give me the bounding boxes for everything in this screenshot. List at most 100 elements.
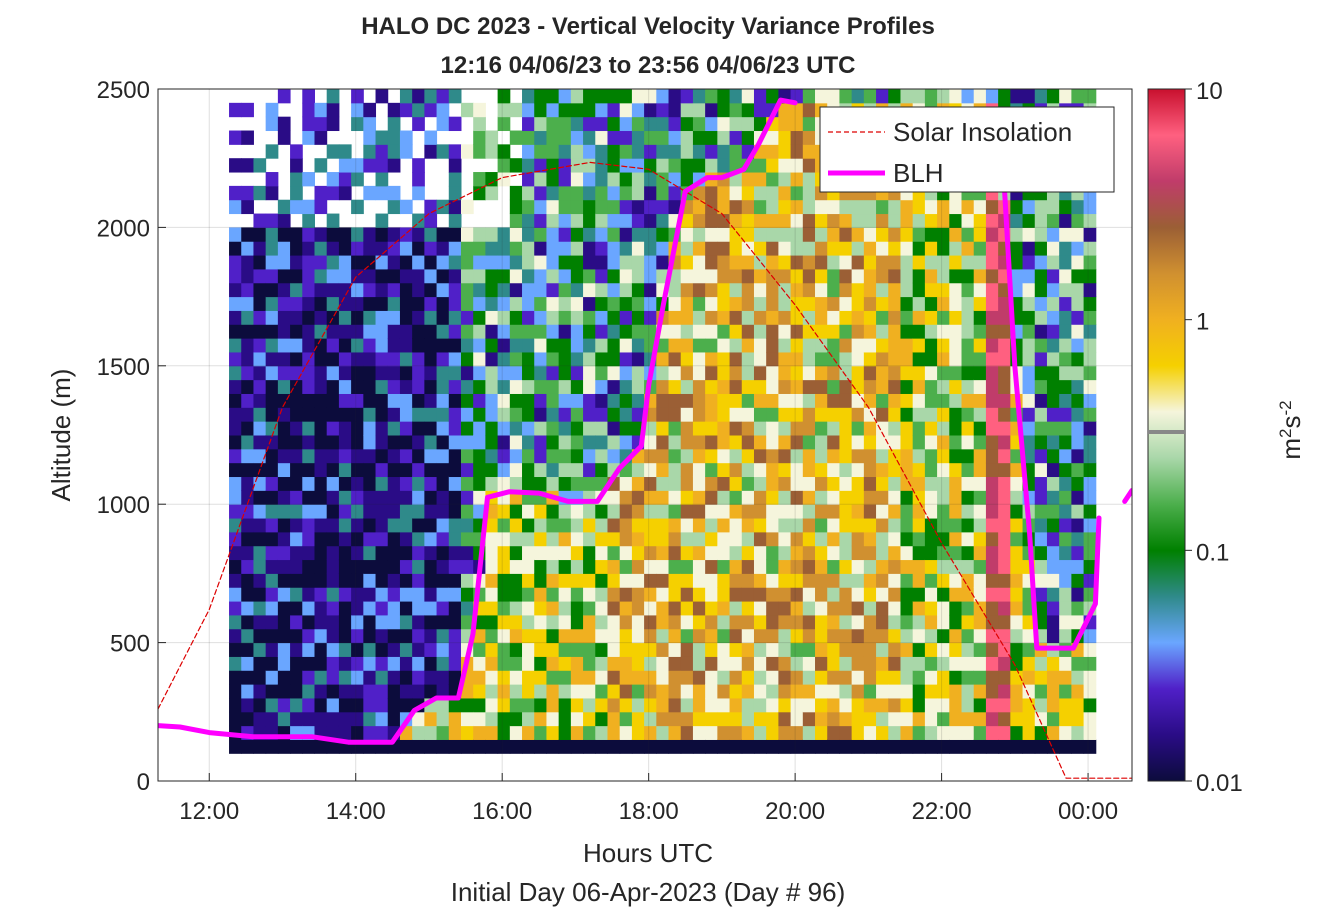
heatmap-cell	[326, 448, 340, 464]
heatmap-cell	[790, 518, 804, 533]
heatmap-cell	[570, 421, 584, 436]
heatmap-cell	[326, 296, 340, 311]
heatmap-cell	[522, 338, 535, 353]
heatmap-cell	[912, 601, 926, 616]
heatmap-cell	[326, 241, 340, 256]
heatmap-cell	[680, 504, 694, 519]
heatmap-cell	[1046, 448, 1060, 464]
heatmap-cell	[802, 670, 816, 685]
heatmap-cell	[766, 697, 779, 713]
heatmap-cell	[937, 476, 950, 491]
heatmap-cell	[912, 614, 926, 630]
heatmap-cell	[399, 559, 413, 574]
heatmap-cell	[241, 268, 254, 284]
heatmap-cell	[1083, 268, 1097, 284]
heatmap-cell	[1034, 670, 1048, 685]
heatmap-cell	[460, 697, 474, 713]
heatmap-cell	[827, 587, 840, 602]
heatmap-cell	[985, 365, 999, 381]
heatmap-cell	[338, 227, 352, 242]
heatmap-cell	[692, 365, 706, 381]
heatmap-cell	[851, 393, 865, 408]
heatmap-cell	[778, 476, 792, 491]
heatmap-cell	[509, 587, 523, 602]
heatmap-cell	[766, 656, 779, 671]
heatmap-cell	[741, 711, 755, 727]
heatmap-cell	[753, 393, 767, 408]
heatmap-cell	[546, 241, 560, 256]
heatmap-cell	[888, 559, 901, 574]
heatmap-cell	[900, 227, 914, 242]
heatmap-cell	[558, 545, 572, 561]
heatmap-cell	[570, 102, 584, 118]
heatmap-cell	[985, 379, 999, 394]
heatmap-cell	[412, 559, 425, 574]
heatmap-cell	[888, 587, 901, 602]
heatmap-cell	[399, 739, 413, 754]
heatmap-cell	[778, 144, 792, 159]
heatmap-cell	[692, 670, 706, 685]
heatmap-cell	[375, 351, 389, 367]
heatmap-cell	[314, 296, 328, 311]
heatmap-cell	[949, 614, 963, 630]
heatmap-cell	[473, 711, 486, 727]
heatmap-cell	[766, 739, 779, 754]
heatmap-cell	[265, 628, 279, 644]
heatmap-cell	[314, 573, 328, 588]
heatmap-cell	[1071, 587, 1085, 602]
heatmap-cell	[1034, 504, 1048, 519]
heatmap-cell	[436, 545, 450, 561]
heatmap-cell	[534, 462, 547, 478]
heatmap-cell	[815, 407, 828, 422]
heatmap-cell	[497, 628, 511, 644]
heatmap-cell	[827, 324, 840, 339]
heatmap-cell	[302, 559, 315, 574]
heatmap-cell	[583, 310, 596, 325]
heatmap-cell	[1034, 725, 1048, 740]
heatmap-cell	[827, 393, 840, 408]
heatmap-cell	[277, 393, 291, 408]
heatmap-cell	[924, 628, 938, 644]
heatmap-cell	[876, 587, 889, 602]
heatmap-cell	[558, 628, 572, 644]
heatmap-cell	[851, 642, 865, 657]
heatmap-cell	[229, 268, 242, 284]
heatmap-cell	[351, 573, 364, 588]
heatmap-cell	[558, 725, 572, 740]
heatmap-cell	[717, 531, 731, 547]
heatmap-cell	[717, 393, 731, 408]
heatmap-cell	[961, 711, 975, 727]
heatmap-cell	[351, 310, 364, 325]
heatmap-cell	[839, 656, 853, 671]
heatmap-cell	[802, 628, 816, 644]
heatmap-cell	[326, 365, 340, 381]
heatmap-cell	[741, 89, 755, 104]
heatmap-cell	[961, 296, 975, 311]
heatmap-cell	[241, 656, 254, 671]
heatmap-cell	[705, 684, 718, 699]
heatmap-cell	[534, 351, 547, 367]
heatmap-cell	[717, 255, 731, 270]
heatmap-cell	[741, 739, 755, 754]
heatmap-cell	[619, 545, 633, 561]
heatmap-cell	[375, 462, 389, 478]
heatmap-cell	[399, 697, 413, 713]
heatmap-cell	[302, 393, 315, 408]
heatmap-cell	[741, 172, 755, 187]
heatmap-cell	[460, 531, 474, 547]
heatmap-cell	[790, 351, 804, 367]
heatmap-cell	[1083, 282, 1097, 298]
heatmap-cell	[558, 448, 572, 464]
heatmap-cell	[387, 601, 401, 616]
heatmap-cell	[839, 711, 853, 727]
heatmap-cell	[680, 393, 694, 408]
heatmap-cell	[522, 324, 535, 339]
heatmap-cell	[1083, 227, 1097, 242]
heatmap-cell	[241, 711, 254, 727]
heatmap-cell	[1022, 656, 1036, 671]
heatmap-cell	[778, 130, 792, 145]
heatmap-cell	[961, 573, 975, 588]
heatmap-cell	[619, 518, 633, 533]
heatmap-cell	[876, 241, 889, 256]
heatmap-cell	[1022, 739, 1036, 754]
